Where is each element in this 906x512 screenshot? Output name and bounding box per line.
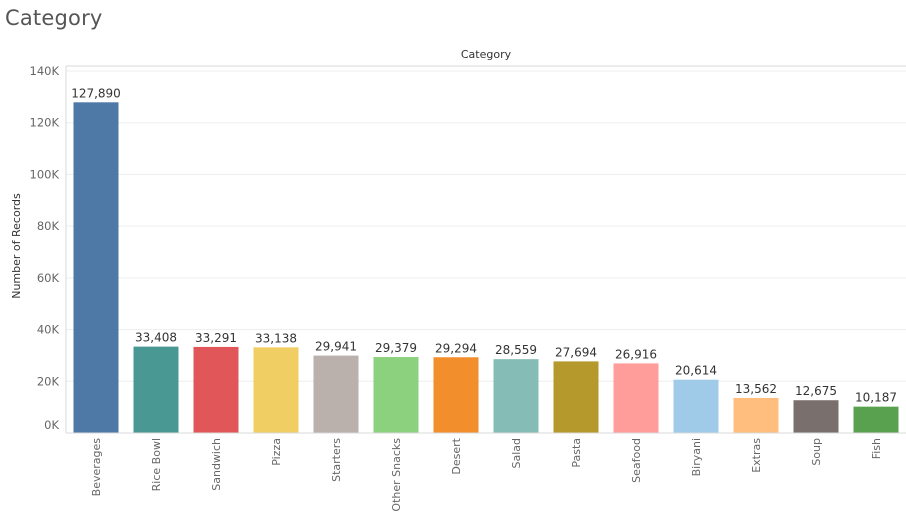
category-label: Soup (810, 438, 823, 466)
y-tick-label: 100K (30, 167, 60, 181)
category-label: Sandwich (210, 438, 223, 491)
bar[interactable] (133, 346, 179, 433)
y-tick-label: 120K (30, 116, 60, 130)
data-label: 33,408 (135, 331, 177, 345)
data-label: 20,614 (675, 364, 717, 378)
gridlines (66, 70, 906, 382)
category-label: Extras (750, 438, 763, 473)
bar[interactable] (733, 397, 779, 433)
data-label: 29,941 (315, 340, 357, 354)
data-label: 127,890 (71, 86, 121, 100)
y-tick-label: 40K (37, 323, 60, 337)
data-label: 13,562 (735, 382, 777, 396)
category-label: Biryani (690, 438, 703, 476)
bar[interactable] (493, 359, 539, 433)
column-header-title: Category (461, 48, 512, 61)
data-label: 29,294 (435, 341, 477, 355)
bar[interactable] (433, 357, 479, 433)
y-tick-label: 20K (37, 374, 60, 388)
y-axis-title: Number of Records (10, 193, 23, 299)
data-label: 33,291 (195, 331, 237, 345)
bar[interactable] (793, 400, 839, 433)
data-label: 26,916 (615, 347, 657, 361)
category-label: Starters (330, 438, 343, 482)
y-tick-label: 80K (37, 219, 60, 233)
category-label: Salad (510, 438, 523, 469)
y-tick-label: 60K (37, 271, 60, 285)
y-tick-label: 140K (30, 64, 60, 78)
category-label: Beverages (90, 438, 103, 497)
data-labels: 127,890 33,408 33,291 33,138 29,941 29,379 29,… (71, 86, 897, 404)
category-label: Other Snacks (390, 438, 403, 512)
category-label: Pasta (570, 438, 583, 468)
category-label: Fish (870, 438, 883, 459)
page-title: Category (5, 6, 103, 30)
bar[interactable] (673, 379, 719, 433)
bars (73, 102, 899, 434)
bar[interactable] (193, 346, 239, 433)
data-label: 12,675 (795, 384, 837, 398)
y-tick-label: 0K (44, 418, 59, 432)
data-label: 10,187 (855, 391, 897, 405)
bar[interactable] (553, 361, 599, 433)
y-axis-ticks: 0K 20K 40K 60K 80K 100K 120K 140K (30, 64, 60, 432)
category-label: Pizza (270, 438, 283, 466)
data-label: 33,138 (255, 331, 297, 345)
bar[interactable] (613, 363, 659, 433)
bar[interactable] (253, 347, 299, 433)
bar[interactable] (73, 102, 119, 434)
data-label: 27,694 (555, 345, 597, 359)
category-label: Seafood (630, 438, 643, 483)
category-label: Desert (450, 437, 463, 474)
data-label: 29,379 (375, 341, 417, 355)
category-labels: Beverages Rice Bowl Sandwich Pizza Starters O… (90, 437, 883, 511)
bar[interactable] (373, 357, 419, 433)
data-label: 28,559 (495, 343, 537, 357)
category-label: Rice Bowl (150, 438, 163, 491)
bar[interactable] (853, 406, 899, 433)
bar[interactable] (313, 355, 359, 433)
